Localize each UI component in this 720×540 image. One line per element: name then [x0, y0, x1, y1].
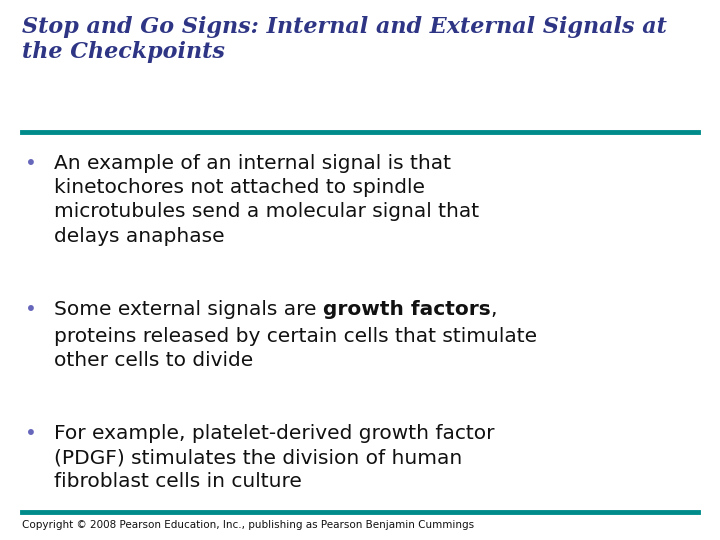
Text: proteins released by certain cells that stimulate
other cells to divide: proteins released by certain cells that … [54, 327, 537, 370]
Text: •: • [25, 300, 37, 319]
Text: Copyright © 2008 Pearson Education, Inc., publishing as Pearson Benjamin Cumming: Copyright © 2008 Pearson Education, Inc.… [22, 520, 474, 530]
Text: An example of an internal signal is that
kinetochores not attached to spindle
mi: An example of an internal signal is that… [54, 154, 479, 246]
Text: •: • [25, 424, 37, 443]
Text: Some external signals are: Some external signals are [54, 300, 323, 319]
Text: ,: , [490, 300, 497, 319]
Text: •: • [25, 154, 37, 173]
Text: For example, platelet-derived growth factor
(PDGF) stimulates the division of hu: For example, platelet-derived growth fac… [54, 424, 495, 491]
Text: Stop and Go Signs: Internal and External Signals at
the Checkpoints: Stop and Go Signs: Internal and External… [22, 16, 667, 63]
Text: growth factors: growth factors [323, 300, 490, 319]
